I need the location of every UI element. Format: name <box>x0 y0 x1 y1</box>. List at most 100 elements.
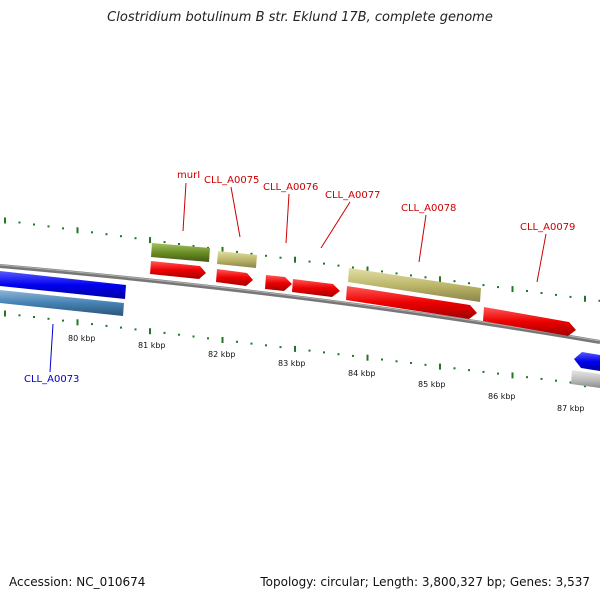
forward-minor-tick <box>250 252 253 255</box>
reverse-minor-tick <box>337 353 340 356</box>
label-leader-line <box>320 201 351 249</box>
gene-feature-CLL_A0073[interactable] <box>0 290 124 316</box>
forward-minor-tick <box>453 280 456 283</box>
kbp-label: 83 kbp <box>278 359 306 368</box>
genome-backbone-highlight <box>0 264 600 342</box>
forward-major-tick <box>294 256 296 263</box>
cds-feature-CLL_A0073[interactable] <box>0 271 126 299</box>
forward-minor-tick <box>497 286 499 289</box>
reverse-major-tick <box>221 337 224 343</box>
cds-feature-murI[interactable] <box>150 261 206 279</box>
forward-minor-tick <box>33 223 35 226</box>
reverse-minor-tick <box>236 340 238 343</box>
forward-minor-tick <box>178 243 180 245</box>
forward-minor-tick <box>120 235 122 238</box>
forward-major-tick <box>511 286 514 293</box>
reverse-minor-tick <box>91 323 93 326</box>
forward-minor-tick <box>598 299 600 302</box>
cds-feature-CLL_A0076[interactable] <box>265 275 292 291</box>
forward-minor-tick <box>410 274 412 277</box>
reverse-minor-tick <box>308 349 311 352</box>
map-title: Clostridium botulinum B str. Eklund 17B,… <box>107 10 493 25</box>
forward-minor-tick <box>236 250 238 253</box>
forward-major-tick <box>584 295 586 302</box>
genome-backbone <box>0 264 600 344</box>
reverse-minor-tick <box>381 358 383 361</box>
kbp-label: 82 kbp <box>208 350 236 359</box>
label-leader-line <box>418 214 427 263</box>
reverse-minor-tick <box>134 328 137 331</box>
cds-feature-CLL_A0079[interactable] <box>483 307 576 336</box>
forward-major-tick <box>221 246 224 253</box>
forward-gene-track <box>151 243 481 302</box>
reverse-minor-tick <box>33 316 35 318</box>
label-leader-line <box>182 182 187 232</box>
gene-label-CLL_A0073[interactable]: CLL_A0073 <box>24 374 79 385</box>
forward-minor-tick <box>279 256 282 259</box>
forward-minor-tick <box>395 272 398 275</box>
reverse-major-tick <box>366 354 369 361</box>
gene-label-murI[interactable]: murI <box>177 170 200 181</box>
reverse-major-tick <box>4 310 6 317</box>
forward-minor-tick <box>381 270 383 273</box>
kbp-label: 80 kbp <box>68 334 96 343</box>
forward-major-tick <box>76 227 79 234</box>
forward-major-tick <box>366 266 369 273</box>
reverse-minor-tick <box>120 326 122 329</box>
cds-feature-reverse-right[interactable] <box>574 352 600 371</box>
forward-minor-tick <box>540 292 543 294</box>
kbp-label: 81 kbp <box>138 341 166 350</box>
gene-label-CLL_A0076[interactable]: CLL_A0076 <box>263 182 318 193</box>
forward-minor-tick <box>308 260 311 263</box>
reverse-minor-tick <box>410 362 412 364</box>
reverse-minor-tick <box>265 344 267 347</box>
gene-feature-CLL_A0078[interactable] <box>348 268 481 302</box>
label-leader-line <box>230 186 241 238</box>
reverse-major-tick <box>149 328 151 335</box>
reverse-minor-tick <box>18 314 21 317</box>
reverse-major-tick <box>439 363 441 370</box>
kbp-label: 86 kbp <box>488 392 516 401</box>
cds-feature-CLL_A0078[interactable] <box>346 286 477 319</box>
accession-text: Accession: NC_010674 <box>9 575 146 589</box>
forward-minor-tick <box>569 295 572 298</box>
gene-label-CLL_A0077[interactable]: CLL_A0077 <box>325 190 380 201</box>
forward-minor-tick <box>555 293 557 296</box>
gene-label-layer: murI CLL_A0075 CLL_A0076 CLL_A0077 CLL_A0078… <box>24 170 575 385</box>
reverse-minor-tick <box>497 372 499 375</box>
gene-feature-CLL_A0075[interactable] <box>217 251 257 268</box>
kbp-label: 84 kbp <box>348 369 376 378</box>
forward-minor-tick <box>18 221 21 224</box>
reverse-minor-tick <box>47 317 50 320</box>
gene-label-CLL_A0075[interactable]: CLL_A0075 <box>204 175 259 186</box>
reverse-track <box>0 271 600 388</box>
reverse-minor-tick <box>453 367 456 370</box>
reverse-minor-tick <box>555 379 557 382</box>
gene-feature-reverse-right[interactable] <box>571 370 600 388</box>
forward-cds-track <box>150 261 576 336</box>
reverse-minor-tick <box>526 376 528 379</box>
forward-minor-tick <box>134 237 137 240</box>
forward-minor-tick <box>47 225 50 228</box>
forward-tick-row <box>4 217 600 302</box>
reverse-major-tick <box>294 345 296 352</box>
kbp-label: 85 kbp <box>418 380 446 389</box>
reverse-minor-tick <box>163 331 166 334</box>
reverse-minor-tick <box>62 319 64 322</box>
forward-minor-tick <box>468 282 470 285</box>
reverse-minor-tick <box>178 333 180 336</box>
cds-feature-CLL_A0077[interactable] <box>292 279 340 297</box>
forward-major-tick <box>439 276 441 283</box>
gene-label-CLL_A0078[interactable]: CLL_A0078 <box>401 203 456 214</box>
reverse-minor-tick <box>207 337 209 340</box>
forward-minor-tick <box>323 262 325 265</box>
label-leader-line <box>49 323 54 373</box>
reverse-tick-row <box>4 310 600 388</box>
gene-label-CLL_A0079[interactable]: CLL_A0079 <box>520 222 575 233</box>
reverse-minor-tick <box>395 360 398 363</box>
reverse-minor-tick <box>569 381 572 384</box>
forward-minor-tick <box>192 245 195 247</box>
forward-minor-tick <box>62 227 64 230</box>
gene-feature-murI[interactable] <box>151 243 210 262</box>
cds-feature-CLL_A0075[interactable] <box>216 269 253 286</box>
